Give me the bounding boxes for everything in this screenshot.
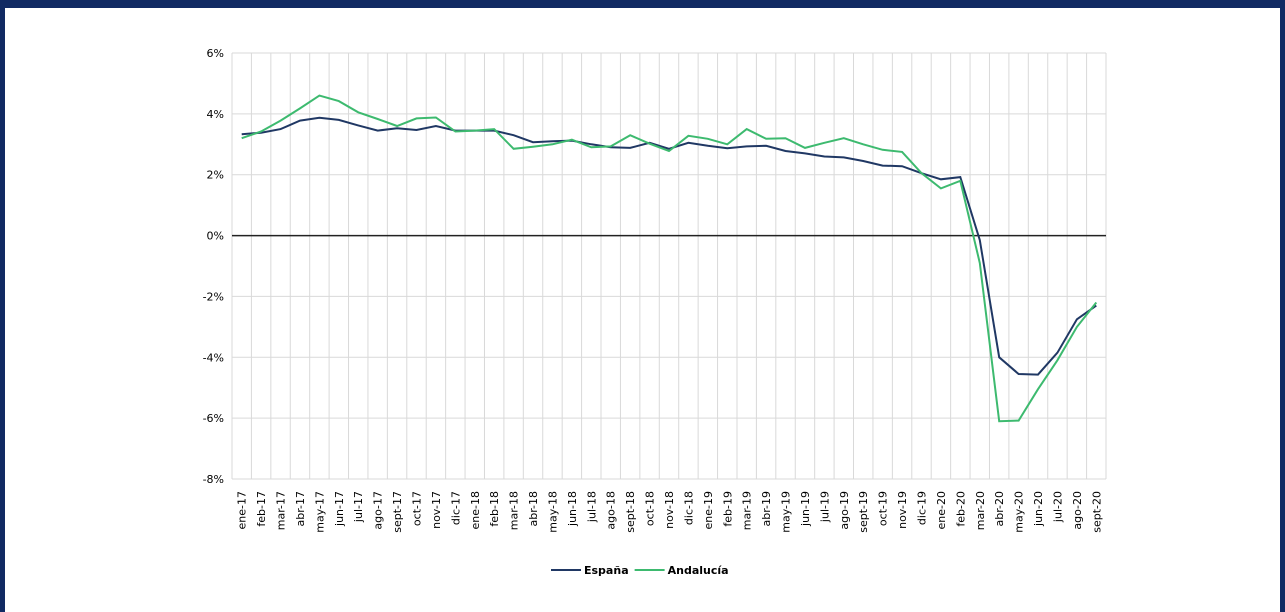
y-tick-label: -6%	[203, 412, 224, 425]
legend-label: España	[584, 564, 629, 577]
x-tick-label: ago-19	[838, 491, 851, 530]
y-tick-label: -4%	[203, 351, 224, 364]
line-series	[241, 116, 1097, 376]
x-tick-label: abr-18	[527, 491, 540, 527]
x-tick-label: jul-17	[352, 491, 365, 523]
x-tick-label: sept-18	[624, 491, 637, 533]
x-tick-label: oct-17	[411, 491, 424, 526]
x-tick-label: abr-20	[993, 491, 1006, 527]
x-tick-label: ene-17	[236, 491, 249, 529]
y-tick-label: 2%	[207, 169, 224, 182]
x-tick-label: mar-17	[275, 491, 288, 530]
x-tick-label: dic-19	[915, 491, 928, 525]
x-tick-label: jun-17	[333, 491, 346, 527]
x-tick-label: ago-17	[372, 491, 385, 530]
x-tick-label: ago-20	[1071, 491, 1084, 530]
line-series	[241, 94, 1098, 423]
x-tick-label: abr-19	[760, 491, 773, 527]
x-tick-label: sept-17	[391, 491, 404, 533]
x-tick-label: may-17	[313, 491, 326, 533]
x-tick-label: sept-19	[857, 491, 870, 533]
x-tick-label: jul-20	[1051, 491, 1064, 523]
x-tick-label: may-18	[546, 491, 559, 533]
y-tick-label: 6%	[207, 47, 224, 60]
x-tick-label: abr-17	[294, 491, 307, 527]
y-tick-label: -8%	[203, 473, 224, 486]
x-tick-label: jul-18	[585, 491, 598, 523]
x-tick-label: mar-18	[508, 491, 521, 530]
legend-label: Andalucía	[668, 564, 729, 577]
y-tick-label: 4%	[207, 108, 224, 121]
x-tick-label: dic-18	[682, 491, 695, 525]
x-tick-label: nov-18	[663, 491, 676, 529]
x-tick-label: feb-18	[488, 491, 501, 527]
x-tick-label: feb-17	[255, 491, 268, 527]
x-tick-label: may-19	[780, 491, 793, 533]
y-tick-label: -2%	[203, 290, 224, 303]
x-tick-label: jun-20	[1032, 491, 1045, 527]
x-tick-label: may-20	[1013, 491, 1026, 533]
x-tick-label: nov-19	[896, 491, 909, 529]
y-tick-label: 0%	[207, 230, 224, 243]
x-tick-label: oct-19	[877, 491, 890, 526]
x-tick-label: jun-19	[799, 491, 812, 527]
x-tick-label: ago-18	[605, 491, 618, 530]
x-tick-label: ene-20	[935, 491, 948, 529]
x-tick-label: mar-19	[741, 491, 754, 530]
x-tick-label: feb-20	[954, 491, 967, 527]
x-tick-label: ene-19	[702, 491, 715, 529]
x-tick-label: feb-19	[721, 491, 734, 527]
x-tick-label: jul-19	[818, 491, 831, 523]
x-tick-label: nov-17	[430, 491, 443, 529]
x-tick-label: dic-17	[449, 491, 462, 525]
x-tick-label: mar-20	[974, 491, 987, 530]
x-tick-label: jun-18	[566, 491, 579, 527]
x-tick-label: ene-18	[469, 491, 482, 529]
x-tick-label: oct-18	[644, 491, 657, 526]
x-tick-label: sept-20	[1090, 491, 1103, 533]
